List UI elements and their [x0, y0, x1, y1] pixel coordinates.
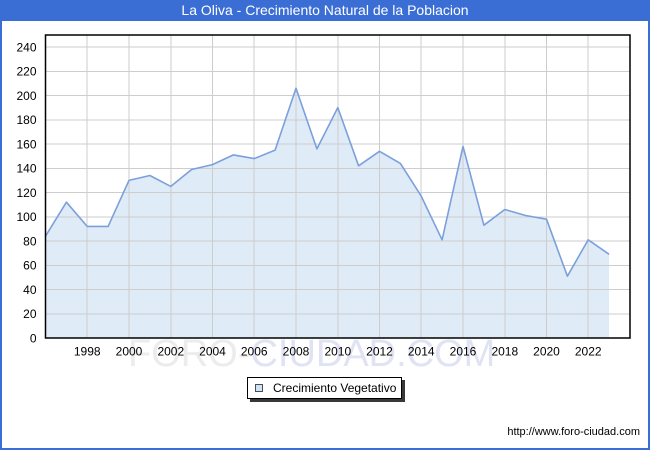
- svg-text:2014: 2014: [408, 345, 435, 359]
- svg-text:2022: 2022: [575, 345, 602, 359]
- svg-text:220: 220: [16, 65, 36, 79]
- svg-text:1998: 1998: [74, 345, 101, 359]
- svg-text:200: 200: [16, 89, 36, 103]
- svg-text:2002: 2002: [157, 345, 184, 359]
- svg-text:2012: 2012: [366, 345, 393, 359]
- svg-text:2020: 2020: [533, 345, 560, 359]
- svg-text:2006: 2006: [241, 345, 268, 359]
- svg-text:FORO-CIUDAD.COM: FORO-CIUDAD.COM: [128, 333, 495, 375]
- svg-text:2018: 2018: [491, 345, 518, 359]
- svg-text:80: 80: [23, 234, 37, 248]
- svg-text:120: 120: [16, 186, 36, 200]
- svg-text:180: 180: [16, 113, 36, 127]
- svg-text:20: 20: [23, 307, 37, 321]
- svg-text:60: 60: [23, 259, 37, 273]
- svg-text:240: 240: [16, 40, 36, 54]
- svg-text:2016: 2016: [450, 345, 477, 359]
- svg-text:140: 140: [16, 162, 36, 176]
- svg-text:2008: 2008: [283, 345, 310, 359]
- svg-text:160: 160: [16, 137, 36, 151]
- svg-text:2010: 2010: [324, 345, 351, 359]
- svg-text:0: 0: [30, 331, 37, 345]
- svg-text:40: 40: [23, 283, 37, 297]
- svg-text:2000: 2000: [116, 345, 143, 359]
- svg-text:100: 100: [16, 210, 36, 224]
- svg-text:2004: 2004: [199, 345, 226, 359]
